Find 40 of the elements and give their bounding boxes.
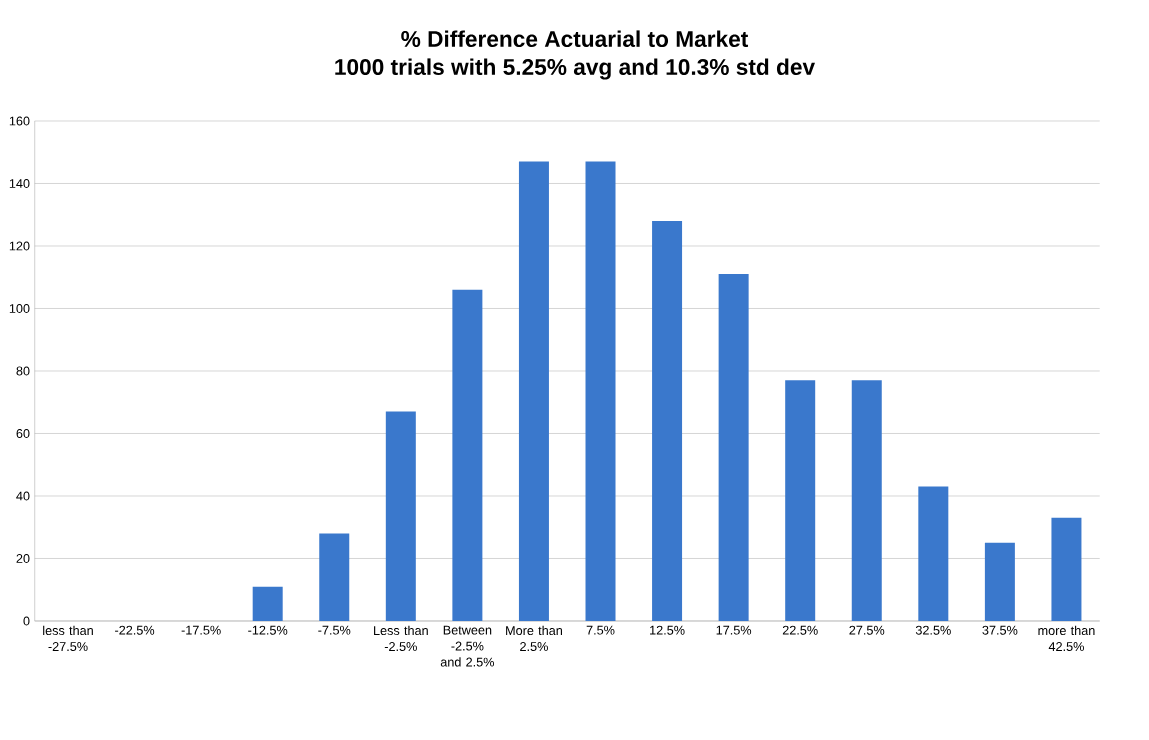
bar <box>585 161 616 621</box>
x-tick-label: -7.5% <box>318 625 351 635</box>
x-tick-label: less than -27.5% <box>43 625 93 652</box>
y-tick-label: 40 <box>16 491 30 501</box>
x-tick-label: -17.5% <box>181 625 221 635</box>
y-tick-label: 140 <box>9 179 30 188</box>
bar <box>785 380 816 621</box>
y-tick-label: 60 <box>16 429 30 438</box>
chart-title: % Difference Actuarial to Market <box>401 30 749 48</box>
y-tick-label: 160 <box>9 116 30 126</box>
y-tick-label: 80 <box>16 366 30 376</box>
x-tick-label: Between -2.5% and 2.5% <box>440 625 495 667</box>
x-tick-label: More than 2.5% <box>506 625 562 652</box>
bar <box>984 542 1015 621</box>
x-tick-label: 32.5% <box>915 625 951 635</box>
x-tick-label: more than 42.5% <box>1038 625 1095 652</box>
y-tick-label: 20 <box>16 554 30 563</box>
bar <box>385 411 416 621</box>
x-tick-label: -22.5% <box>115 625 155 635</box>
y-tick-label: 120 <box>9 241 30 251</box>
bar <box>718 274 749 621</box>
chart-subtitle: 1000 trials with 5.25% avg and 10.3% std dev <box>335 58 815 80</box>
y-tick-label: 0 <box>23 616 30 626</box>
x-tick-label: Less than -2.5% <box>374 625 428 652</box>
y-tick-label: 100 <box>9 304 30 313</box>
bar <box>452 289 483 621</box>
bar <box>918 486 949 621</box>
x-tick-label: 12.5% <box>650 625 685 635</box>
bar <box>652 221 683 621</box>
x-tick-label: -12.5% <box>248 625 288 635</box>
x-tick-label: 22.5% <box>782 625 818 635</box>
bar <box>1051 517 1082 621</box>
bar <box>851 380 882 621</box>
x-tick-label: 37.5% <box>982 625 1018 635</box>
x-tick-label: 7.5% <box>586 625 615 635</box>
x-tick-label: 27.5% <box>849 625 885 635</box>
bar <box>252 586 283 621</box>
x-tick-label: 17.5% <box>716 625 752 635</box>
bar <box>518 161 549 621</box>
bar <box>319 533 350 621</box>
